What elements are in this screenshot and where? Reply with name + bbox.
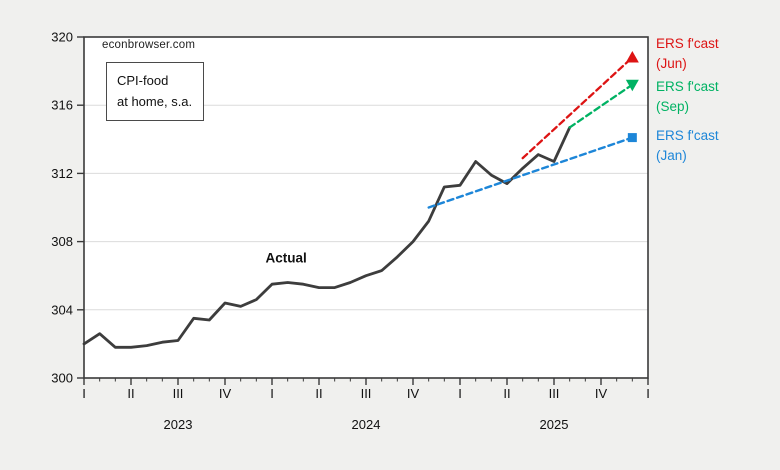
y-tick-label: 316 (51, 98, 73, 113)
legend-period: (Sep) (656, 99, 690, 114)
series-line-0-actual (82, 126, 572, 349)
chart-title-line1: CPI-food (117, 73, 169, 88)
x-quarter-label: III (549, 386, 560, 401)
y-tick-label: 308 (51, 234, 73, 249)
y-tick-label: 312 (51, 166, 73, 181)
marker-triangle-up (625, 50, 639, 63)
x-quarter-label: IV (595, 386, 608, 401)
legend-entry-jan: ERS f'cast (Jan) (656, 126, 719, 166)
marker-triangle-down (625, 79, 639, 92)
legend-entry-jun: ERS f'cast (Jun) (656, 34, 719, 74)
actual-series-annotation: Actual (265, 251, 306, 266)
x-quarter-label: I (82, 386, 86, 401)
chart-title-box: CPI-food at home, s.a. (106, 62, 205, 121)
x-year-label: 2025 (540, 417, 569, 432)
x-quarter-label: I (270, 386, 274, 401)
y-tick-label: 304 (51, 302, 73, 317)
x-quarter-label: II (127, 386, 134, 401)
x-quarter-label: IV (219, 386, 232, 401)
legend-entry-sep: ERS f'cast (Sep) (656, 77, 719, 117)
y-tick-label: 320 (51, 30, 73, 45)
x-quarter-label: I (458, 386, 462, 401)
chart-title-line2: at home, s.a. (117, 94, 193, 109)
x-quarter-label: I (646, 386, 650, 401)
legend-period: (Jun) (656, 56, 687, 71)
legend-label: ERS f'cast (656, 79, 719, 94)
legend-label: ERS f'cast (656, 128, 719, 143)
x-quarter-label: III (361, 386, 372, 401)
x-quarter-label: IV (407, 386, 420, 401)
x-quarter-label: III (173, 386, 184, 401)
x-quarter-label: II (503, 386, 510, 401)
series-line-1-forecast (521, 56, 634, 160)
series-line-3-forecast (427, 136, 634, 209)
x-year-label: 2024 (352, 417, 381, 432)
legend-period: (Jan) (656, 148, 687, 163)
x-year-label: 2023 (164, 417, 193, 432)
watermark-text: econbrowser.com (102, 39, 196, 51)
series-line-2-forecast (568, 83, 634, 129)
legend-label: ERS f'cast (656, 36, 719, 51)
x-quarter-label: II (315, 386, 322, 401)
marker-square (627, 133, 637, 143)
y-tick-label: 300 (51, 371, 73, 386)
